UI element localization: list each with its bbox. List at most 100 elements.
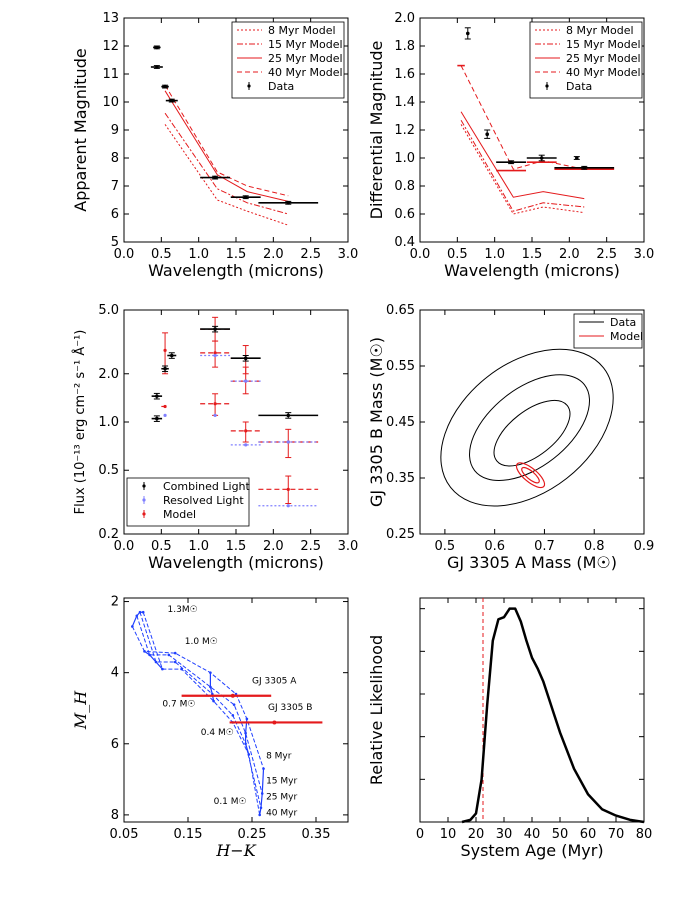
star-label: GJ 3305 A [252, 676, 297, 686]
y-axis-label: GJ 3305 B Mass (M☉) [367, 337, 386, 507]
plot-frame [123, 597, 349, 823]
data-point-point [509, 160, 513, 164]
y-tick-label: 0.4 [394, 235, 415, 250]
data-point-point [213, 175, 217, 180]
resolved-point [244, 443, 248, 447]
x-tick-label: 3.0 [634, 247, 655, 262]
y-tick-label: 1.8 [394, 39, 415, 54]
x-tick-label: 10 [440, 827, 457, 842]
legend-entry: Combined Light [163, 480, 251, 493]
data-point-point [163, 84, 167, 89]
y-tick-label: 1.0 [394, 151, 415, 166]
model-line [460, 111, 585, 200]
y-tick-label: 1.0 [98, 415, 119, 430]
y-tick-label: 1.2 [394, 123, 415, 138]
x-tick-label: 1.0 [484, 247, 505, 262]
age-label: 40 Myr [266, 808, 297, 818]
legend-entry: 8 Myr Model [566, 24, 634, 37]
x-tick-label: 70 [608, 827, 625, 842]
combined-point-point [213, 327, 217, 331]
mass-label: 1.0 M☉ [185, 637, 218, 647]
likelihood-curve [461, 607, 645, 824]
legend-box [573, 313, 643, 349]
x-tick-label: 2.0 [263, 539, 284, 554]
x-axis-label: System Age (Myr) [460, 841, 603, 860]
legend-entry: Data [268, 80, 294, 93]
y-tick-label: 2.0 [394, 11, 415, 26]
x-tick-label: 2.5 [300, 247, 321, 262]
mass-track [209, 672, 215, 702]
x-tick-label: 2.0 [263, 247, 284, 262]
x-tick-label: 2.5 [596, 247, 617, 262]
mass-label: 1.3M☉ [168, 605, 198, 615]
legend-entry: Data [610, 316, 636, 329]
y-tick-label: 6 [111, 737, 119, 752]
y-tick-label: 12 [102, 39, 119, 54]
data-point-point [539, 156, 544, 160]
combined-point-point [243, 356, 248, 361]
data-point-point [155, 45, 159, 50]
data-point-point [582, 166, 587, 170]
x-tick-label: 0.7 [534, 539, 555, 554]
legend-entry: Model [163, 508, 196, 521]
x-tick-label: 0.05 [110, 827, 139, 842]
isochrone-point [262, 767, 265, 770]
mass-track [144, 650, 163, 670]
legend-entry: 25 Myr Model [268, 52, 343, 65]
resolved-point [213, 413, 217, 417]
y-tick-label: 6 [111, 207, 119, 222]
model-point [213, 402, 217, 406]
y-tick-label: 0.25 [386, 527, 415, 542]
x-tick-label: 1.5 [522, 247, 543, 262]
plot-frame [419, 597, 645, 823]
data-point-point [485, 132, 490, 136]
mass-track [245, 718, 250, 755]
data-point-point [155, 65, 159, 69]
y-tick-label: 11 [102, 67, 119, 82]
legend-entry: Resolved Light [163, 494, 244, 507]
legend-swatch [142, 484, 146, 488]
model-contour [515, 462, 546, 489]
isochrone-point [234, 692, 238, 696]
y-axis-label: Flux (10⁻¹³ erg cm⁻² s⁻¹ Å⁻¹) [72, 330, 88, 515]
age-label: 8 Myr [266, 751, 292, 761]
data-point-point [169, 98, 174, 103]
model-line [164, 124, 289, 226]
y-tick-label: 2.0 [98, 367, 119, 382]
x-axis-label: GJ 3305 A Mass (M☉) [447, 553, 617, 572]
x-tick-label: 1.0 [188, 247, 209, 262]
model-line [460, 65, 585, 170]
isochrone-point [231, 714, 235, 717]
model-line [164, 90, 289, 202]
legend-entry: Model [610, 330, 643, 343]
data-point-point [286, 201, 291, 205]
data-contour [493, 399, 571, 467]
age-label: 25 Myr [266, 792, 297, 802]
x-tick-label: 0.0 [410, 247, 431, 262]
age-label: 15 Myr [266, 776, 297, 786]
model-point [163, 404, 167, 409]
star-label: GJ 3305 B [268, 703, 312, 713]
mass-label: 0.4 M☉ [201, 728, 234, 738]
resolved-point [244, 379, 248, 383]
y-axis-label: Differential Magnitude [367, 41, 386, 220]
legend-entry: 25 Myr Model [566, 52, 641, 65]
x-tick-label: 1.5 [226, 539, 247, 554]
x-tick-label: 0.6 [484, 539, 505, 554]
x-tick-label: 0 [416, 827, 424, 842]
isochrone-point [180, 667, 183, 671]
combined-point-point [169, 353, 174, 358]
x-tick-label: 0.5 [151, 247, 172, 262]
y-tick-label: 9 [111, 123, 119, 138]
y-tick-label: 4 [111, 666, 119, 681]
y-tick-label: 1.4 [394, 95, 415, 110]
resolved-point [286, 440, 290, 444]
combined-point-point [286, 413, 291, 418]
y-axis-label: Relative Likelihood [367, 635, 386, 785]
x-tick-label: 3.0 [338, 539, 359, 554]
y-tick-label: 0.8 [394, 179, 415, 194]
x-axis-label: Wavelength (microns) [148, 261, 324, 280]
model-point [213, 351, 217, 355]
legend-box [126, 477, 250, 527]
model-contour [521, 466, 540, 484]
